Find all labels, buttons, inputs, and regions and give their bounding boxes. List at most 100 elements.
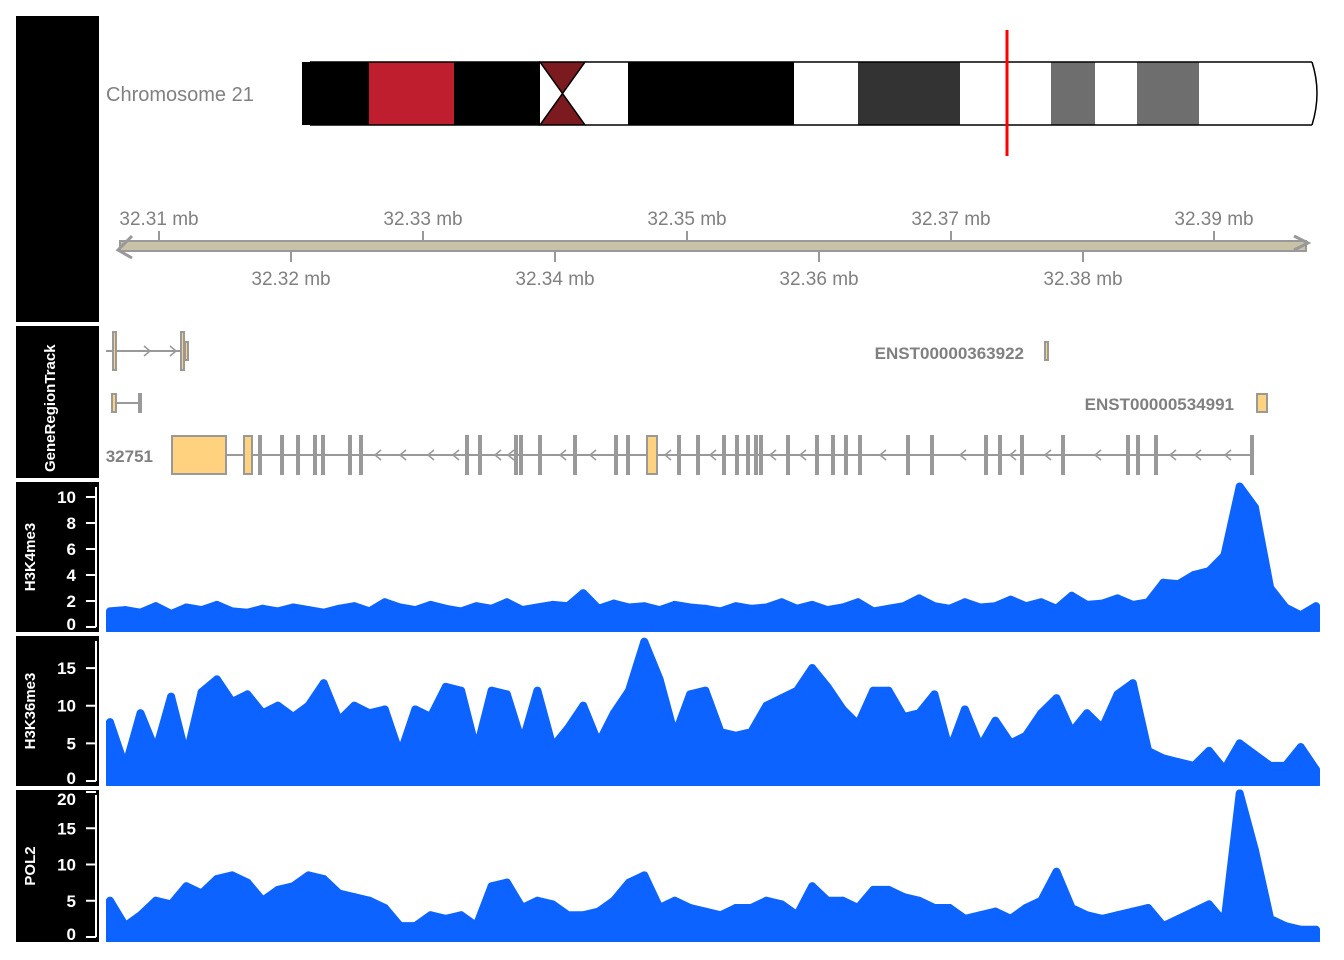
data-point [1220, 551, 1229, 560]
data-point [548, 900, 557, 909]
strand-arrow [588, 449, 597, 461]
data-point [1312, 602, 1320, 611]
data-point [273, 701, 282, 710]
exon [1061, 435, 1065, 475]
data-point [228, 698, 237, 706]
strand-arrow [451, 449, 460, 461]
data-point [1113, 594, 1122, 603]
data-point [365, 896, 374, 905]
data-point [1128, 907, 1137, 916]
data-point [838, 896, 847, 905]
exon [746, 435, 750, 475]
exon [831, 435, 835, 475]
data-point [1174, 914, 1183, 923]
exon [258, 435, 262, 475]
data-point [564, 724, 572, 733]
track-title: H3K4me3 [22, 523, 39, 591]
data-point [151, 602, 160, 611]
strand-arrow [558, 449, 567, 461]
track-title-panel [16, 790, 99, 942]
data-point [1144, 904, 1153, 912]
data-point [136, 608, 145, 617]
data-point [960, 705, 969, 714]
exon [280, 435, 284, 475]
data-point [594, 604, 603, 613]
strand-arrow [506, 449, 515, 461]
data-point [396, 922, 405, 931]
data-point [564, 602, 572, 611]
chromosome-band [1051, 62, 1095, 125]
data-point [960, 914, 969, 923]
data-point [136, 911, 145, 920]
exon [573, 435, 577, 475]
chromosome-band [369, 62, 454, 125]
data-point [1174, 758, 1183, 767]
data-point [487, 604, 496, 613]
data-point [976, 743, 985, 752]
data-point [884, 885, 893, 894]
data-point [1312, 765, 1320, 774]
chromosome-band [302, 62, 369, 125]
data-point [899, 602, 908, 611]
data-point [304, 871, 313, 880]
data-point [976, 603, 985, 612]
data-point [380, 705, 389, 714]
data-point [1250, 750, 1259, 759]
data-point [273, 885, 282, 894]
exon [184, 341, 189, 361]
data-point [1067, 728, 1076, 737]
data-point [1006, 739, 1015, 748]
data-point [1159, 578, 1168, 587]
data-point [1067, 904, 1076, 912]
exon [1136, 435, 1140, 475]
data-point [1159, 922, 1168, 931]
data-point [1037, 598, 1046, 607]
axis-tick-label: 32.34 mb [515, 269, 594, 290]
data-point [686, 690, 695, 699]
data-point [319, 679, 328, 688]
data-point [243, 690, 252, 699]
data-point [228, 607, 237, 616]
data-point [1021, 602, 1030, 611]
strand-arrow [878, 449, 887, 461]
axis-title-panel [16, 16, 99, 322]
data-point [319, 875, 328, 883]
y-axis-tick-label: 0 [67, 615, 76, 634]
data-point [106, 607, 114, 616]
chromosome-band [794, 62, 858, 125]
data-point [915, 594, 924, 603]
strand-arrow [398, 449, 407, 461]
data-point [212, 875, 221, 883]
data-point [579, 589, 588, 598]
data-point [686, 603, 695, 612]
data-point [411, 705, 420, 714]
data-point [1189, 761, 1198, 770]
data-point [136, 709, 145, 718]
data-point [365, 607, 374, 616]
track-pol2: POL2 0 5 10 15 20 [16, 789, 1324, 946]
data-point [472, 746, 481, 755]
data-point [1098, 914, 1107, 923]
track-separator [102, 632, 1324, 636]
data-point [1083, 600, 1091, 609]
genome-axis: 32.31 mb 32.33 mb 32.35 mb 32.37 mb 32.39 mb… [115, 209, 1312, 290]
data-point [1144, 746, 1153, 755]
data-point [518, 904, 527, 912]
chromosome-band [628, 62, 794, 125]
strand-arrow [1008, 449, 1017, 461]
exon [614, 435, 618, 475]
centromere [538, 61, 587, 126]
data-point [1128, 600, 1137, 609]
data-point [365, 709, 374, 718]
exon [1256, 393, 1268, 413]
exon [906, 435, 910, 475]
exon [1250, 435, 1254, 475]
chromosome-band [1095, 62, 1137, 125]
strand-arrow [143, 345, 152, 357]
exon [984, 435, 988, 475]
track-title-panel [16, 636, 99, 786]
data-point [1067, 591, 1076, 600]
data-point [1052, 694, 1061, 703]
data-point [426, 911, 435, 920]
data-point [1113, 911, 1122, 920]
